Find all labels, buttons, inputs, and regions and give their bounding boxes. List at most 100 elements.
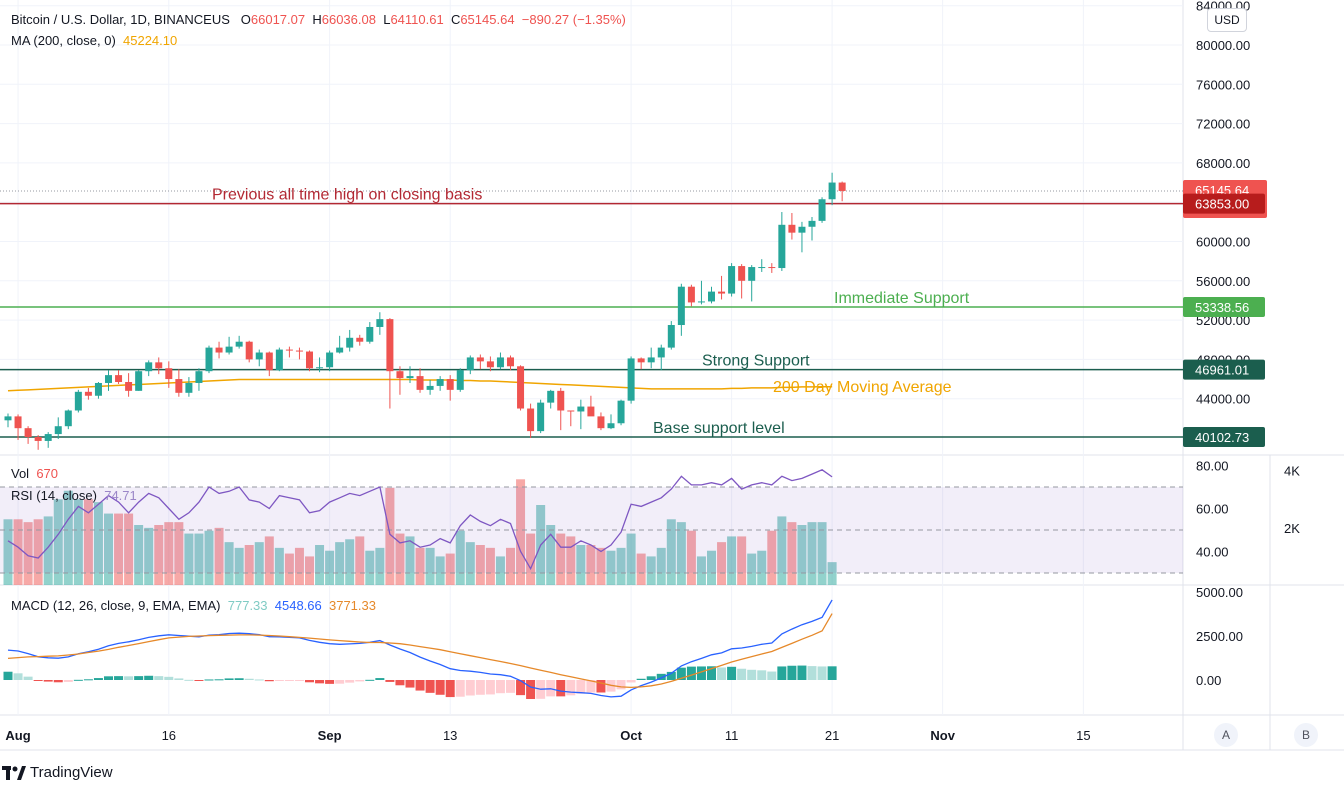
low-value: 64110.61 [390,12,444,27]
macd-histogram-bar [787,665,797,680]
volume-bar [797,525,807,585]
volume-bar [204,530,214,585]
volume-bar [777,516,787,585]
rsi-tick-label: 80.00 [1196,459,1229,474]
volume-bar [124,513,134,585]
candle-body [798,226,806,233]
level-annotation: Base support level [653,420,785,437]
volume-bar [727,536,737,585]
candle-body [778,224,786,269]
macd-tick-label: 5000.00 [1196,585,1243,600]
macd-histogram-bar [315,680,325,684]
macd-histogram-bar [305,680,314,683]
level-price-label: 46961.01 [1195,363,1249,378]
macd-histogram-bar [817,666,827,680]
macd-histogram-bar [616,680,626,690]
ma-label: MA (200, close, 0) [11,33,116,48]
volume-bar [164,522,174,585]
tradingview-brand[interactable]: TradingView [2,764,113,781]
rsi-tick-label: 40.00 [1196,545,1229,560]
volume-bar [707,550,716,585]
candle-body [34,437,42,441]
level-price-label: 53338.56 [1195,300,1249,315]
macd-histogram-bar [73,679,83,681]
macd-histogram-bar [164,676,174,680]
candle-body [54,426,62,435]
volume-bar [747,553,757,585]
candle-body [295,350,303,352]
volume-bar [144,527,154,585]
candle-body [326,352,334,368]
volume-bar [104,513,113,585]
volume-bar [294,547,304,585]
macd-line [7,599,833,698]
candle-body [537,402,545,432]
macd-histogram-bar [485,680,495,695]
volume-bar [646,556,656,585]
macd-histogram-bar [355,680,365,682]
candle-body [255,352,263,360]
candle-body [376,319,384,327]
candle-body [738,266,746,281]
macd-histogram-bar [656,673,666,680]
volume-bar [234,547,244,585]
macd-histogram-bar [224,678,234,680]
macd-histogram-bar [234,678,244,680]
volume-bar [475,545,485,585]
candle-body [105,375,112,383]
time-tick-label: 15 [1076,728,1090,743]
macd-histogram-bar [827,666,837,680]
candle-body [84,391,92,396]
macd-histogram-bar [767,671,777,680]
macd-histogram-bar [204,679,214,681]
macd-histogram-bar [385,680,395,682]
candle-body [356,337,364,342]
candle-body [406,376,414,379]
time-tick-label: 16 [162,728,176,743]
macd-histogram-bar [696,666,706,680]
volume-bar [264,536,274,585]
candle-body [758,267,766,269]
macd-histogram-bar [807,666,817,680]
price-tick-label: 72000.00 [1196,117,1250,132]
volume-bar [63,490,73,585]
macd-histogram-bar [335,680,345,684]
candle-body [708,291,715,302]
candle-body [4,416,12,421]
volume-bar [616,547,626,585]
candle-body [627,358,635,401]
macd-tick-label: 0.00 [1196,673,1221,688]
open-label: O [240,12,251,27]
macd-histogram-bar [13,673,23,680]
candle-body [64,410,72,427]
vol-tick-label: 4K [1284,464,1300,479]
currency-button[interactable]: USD [1207,8,1247,32]
volume-bar [93,502,103,585]
candle-body [466,357,474,371]
macd-label: MACD (12, 26, close, 9, EMA, EMA) [11,598,221,613]
candle-body [275,349,283,371]
candle-body [426,385,434,390]
candle-body [14,416,22,429]
button-b[interactable]: B [1294,723,1318,747]
close-label: C [450,12,461,27]
candle-body [557,390,565,411]
candle-body [185,382,193,393]
change-value: −890.27 (−1.35%) [521,12,626,27]
macd-histogram-bar [104,676,113,680]
macd-histogram-bar [556,680,566,697]
volume-bar [495,556,505,585]
level-price-tag [1183,359,1265,380]
macd-histogram-bar [475,680,485,695]
button-a[interactable]: A [1214,723,1238,747]
volume-bar [375,547,385,585]
candle-body [718,291,726,294]
candle-body [587,406,595,417]
macd-histogram-bar [707,666,716,680]
candle-body [115,375,123,382]
macd-histogram-bar [194,680,204,681]
macd-histogram-bar [284,680,294,681]
ma-legend: MA (200, close, 0) 45224.10 [11,33,177,48]
macd-histogram-bar [495,680,505,694]
